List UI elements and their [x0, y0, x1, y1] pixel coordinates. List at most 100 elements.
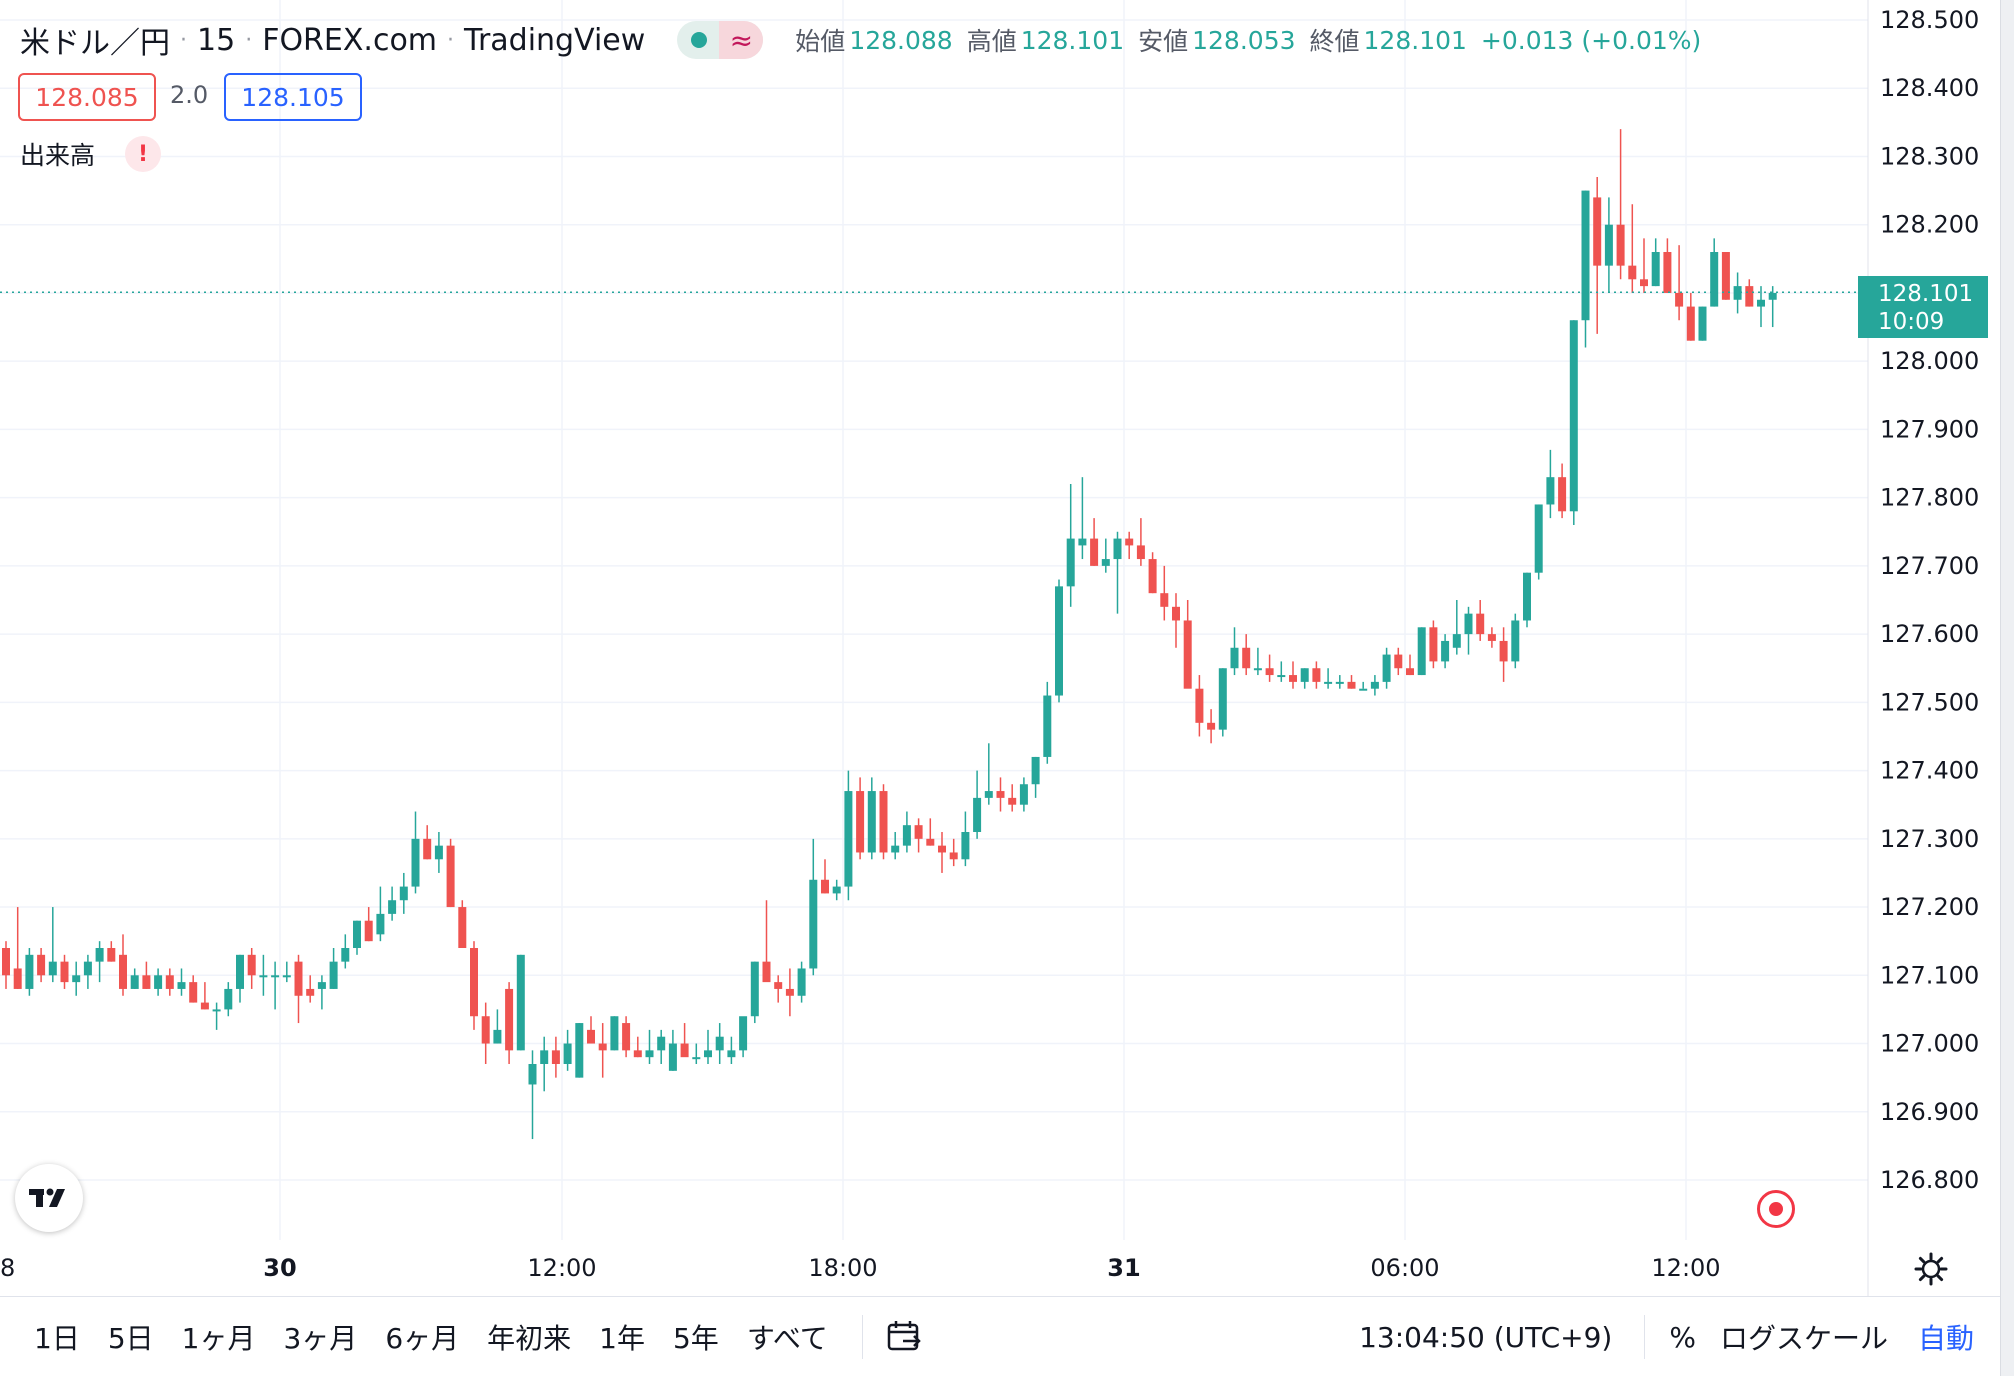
candle-body [657, 1036, 666, 1051]
candle-body [1218, 668, 1227, 730]
candle-body [446, 845, 455, 908]
candle [1499, 627, 1508, 682]
candle-body [1265, 668, 1274, 676]
candle-body [505, 988, 514, 1051]
candle-body [1253, 668, 1262, 671]
market-status-badge[interactable]: ≈ [677, 21, 764, 59]
range-5y-button[interactable]: 5年 [672, 1322, 719, 1355]
candle [107, 941, 116, 962]
symbol-name[interactable]: 米ドル／円 [20, 26, 170, 61]
candle [949, 838, 958, 867]
tradingview-logo-icon[interactable] [15, 1164, 83, 1232]
candle-body [1113, 538, 1122, 560]
candle-body [1569, 320, 1578, 512]
candle-body [1090, 538, 1099, 566]
candle [645, 1029, 654, 1064]
range-all-button[interactable]: すべて [746, 1322, 828, 1355]
price-tick-label: 127.900 [1880, 415, 1979, 443]
candle-body [762, 961, 771, 983]
candle [1406, 654, 1414, 676]
price-tick-label: 128.400 [1880, 74, 1979, 102]
candle-body [1721, 252, 1730, 300]
candle-body [271, 975, 280, 978]
candle [1101, 538, 1110, 573]
settings-gear-icon[interactable] [1914, 1252, 1948, 1286]
toolbar-divider [1644, 1315, 1646, 1359]
warning-icon[interactable]: ! [125, 136, 162, 172]
range-5d-button[interactable]: 5日 [107, 1322, 154, 1355]
approx-icon: ≈ [719, 21, 764, 59]
candle-body [1289, 675, 1297, 682]
range-ytd-button[interactable]: 年初来 [487, 1322, 572, 1355]
candle-body [1148, 559, 1157, 594]
candle-body [961, 832, 970, 860]
ask-price-button[interactable]: 128.105 [224, 73, 362, 121]
candle-body [891, 845, 900, 853]
candle-body [224, 988, 233, 1010]
go-to-date-icon[interactable] [885, 1319, 925, 1355]
range-6m-button[interactable]: 6ヶ月 [385, 1322, 460, 1355]
candle-body [165, 975, 174, 989]
candle-body [1359, 688, 1368, 691]
candle-body [692, 1057, 701, 1060]
percent-scale-button[interactable]: % [1669, 1320, 1696, 1354]
candle-body [832, 886, 841, 894]
candle-body [83, 961, 92, 976]
candle [2, 941, 10, 989]
candlestick-series [2, 129, 1777, 1140]
candle-body [704, 1050, 712, 1058]
candle-body [1078, 538, 1087, 546]
range-1d-button[interactable]: 1日 [34, 1322, 80, 1355]
last-price-value: 128.101 [1878, 281, 1973, 307]
candle [481, 1002, 490, 1064]
candle [13, 907, 22, 989]
interval-label[interactable]: 15 [197, 22, 236, 58]
candle-body [809, 879, 818, 969]
record-icon[interactable] [1757, 1190, 1795, 1228]
candle [1090, 518, 1099, 566]
candle [376, 886, 385, 942]
candle-body [1710, 252, 1719, 307]
candle-body [317, 982, 326, 989]
candle-body [1277, 675, 1286, 678]
auto-scale-button[interactable]: 自動 [1917, 1322, 1974, 1355]
candle-body [867, 791, 876, 853]
candle [236, 954, 244, 1003]
candle-body [516, 954, 525, 1051]
range-1m-button[interactable]: 1ヶ月 [181, 1322, 256, 1355]
candle-body [1101, 559, 1110, 566]
candle [680, 1023, 689, 1058]
candle-body [2, 948, 10, 976]
candle-body [1324, 681, 1333, 684]
candle [1195, 675, 1204, 737]
clock-timezone[interactable]: 13:04:50 (UTC+9) [1359, 1320, 1613, 1354]
log-scale-button[interactable]: ログスケール [1719, 1322, 1888, 1355]
candle [540, 1036, 549, 1092]
candle [856, 777, 865, 860]
candle-body [1686, 306, 1695, 341]
bid-price-button[interactable]: 128.085 [18, 73, 156, 121]
candle-body [926, 838, 935, 846]
volume-indicator-legend[interactable]: 出来高 ! [20, 136, 162, 172]
candle [1733, 272, 1742, 314]
candle [1324, 668, 1333, 689]
candle-body [399, 886, 408, 901]
candle-body [821, 879, 829, 894]
range-1y-button[interactable]: 1年 [599, 1322, 645, 1355]
candle-body [680, 1043, 689, 1058]
candle-body [984, 791, 993, 798]
candle-body [914, 825, 923, 839]
candle [165, 968, 174, 996]
chart-grid [0, 0, 1868, 1240]
candle [984, 743, 993, 805]
range-3m-button[interactable]: 3ヶ月 [283, 1322, 358, 1355]
candle [119, 934, 127, 996]
candle-body [598, 1043, 607, 1051]
candle [142, 961, 151, 989]
header-separator: · [447, 27, 455, 53]
right-scrollbar[interactable] [2000, 0, 2014, 1376]
candle [1394, 647, 1403, 676]
candle-body [294, 961, 303, 996]
candle [1359, 681, 1368, 691]
